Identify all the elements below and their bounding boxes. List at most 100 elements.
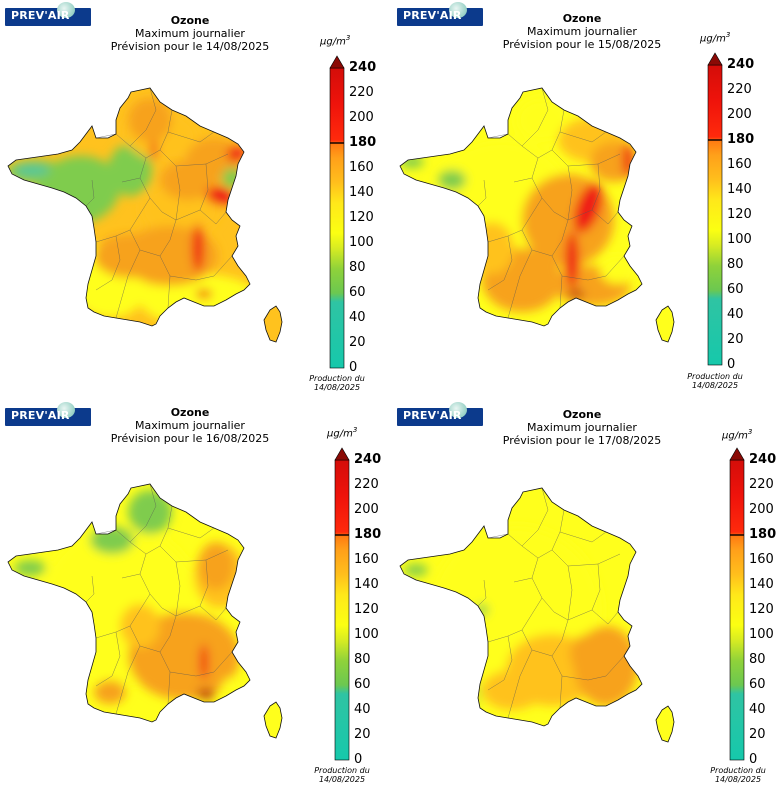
colorbar-gradient xyxy=(329,67,345,369)
region-border xyxy=(567,563,601,621)
panel-title: Ozone Maximum journalier Prévision pour … xyxy=(472,408,692,447)
ozone-area xyxy=(222,168,242,188)
region-border xyxy=(507,649,533,719)
colorbar xyxy=(707,52,723,366)
production-note: Production du 14/08/2025 xyxy=(314,766,370,784)
colorbar-tick-label: 40 xyxy=(349,310,366,325)
region-border xyxy=(521,487,549,547)
colorbar-gradient xyxy=(729,459,745,761)
colorbar-unit: µg/m3 xyxy=(327,426,358,440)
region-border xyxy=(537,509,565,559)
region-border xyxy=(487,533,539,583)
region-border xyxy=(521,87,549,147)
region-border xyxy=(487,133,539,183)
logo-text: PREV'AIR xyxy=(11,9,70,22)
colorbar-tick-label: 0 xyxy=(749,752,758,767)
prevair-logo: PREV'AIR xyxy=(397,402,483,426)
ozone-area xyxy=(128,490,172,534)
colorbar-tick-label: 160 xyxy=(349,160,374,175)
region-border xyxy=(559,131,607,143)
region-border xyxy=(199,605,227,621)
colorbar-extend-triangle xyxy=(329,55,345,69)
ozone-area xyxy=(128,98,172,142)
region-border xyxy=(551,549,621,567)
ozone-area xyxy=(568,290,584,298)
forecast-panel-4: PREV'AIR Ozone Maximum journalier Prévis… xyxy=(392,400,784,800)
colorbar-tick-label: 100 xyxy=(349,235,374,250)
colorbar-tick-label: 60 xyxy=(354,677,371,692)
ozone-area xyxy=(623,142,633,178)
region-border xyxy=(167,131,215,143)
region-border xyxy=(129,625,171,705)
colorbar-tick-label: 0 xyxy=(727,357,736,372)
region-border xyxy=(477,579,487,607)
ozone-area xyxy=(197,689,215,699)
region-border xyxy=(169,651,233,677)
prevair-logo: PREV'AIR xyxy=(5,402,91,426)
colorbar-tick-label: 180 xyxy=(354,527,382,542)
colorbar-tick-label: 140 xyxy=(354,577,379,592)
region-border xyxy=(551,149,621,167)
france-outline xyxy=(399,487,643,727)
colorbar-unit: µg/m3 xyxy=(320,34,351,48)
statistic-subtitle: Maximum journalier xyxy=(135,27,245,40)
ozone-area xyxy=(160,160,216,200)
colorbar-tick-label: 80 xyxy=(354,652,371,667)
france-outline xyxy=(7,483,251,723)
region-border xyxy=(477,179,487,207)
ozone-area xyxy=(600,256,636,284)
colorbar xyxy=(329,55,345,369)
colorbar-gradient xyxy=(334,459,350,761)
france-ozone-map xyxy=(7,87,283,343)
production-note: Production du 14/08/2025 xyxy=(710,766,766,784)
region-border xyxy=(145,505,173,555)
colorbar-tick-label: 140 xyxy=(749,577,774,592)
prevair-logo: PREV'AIR xyxy=(397,2,483,26)
colorbar-tick-label: 240 xyxy=(727,57,755,72)
statistic-subtitle: Maximum journalier xyxy=(527,25,637,38)
region-border xyxy=(115,645,141,715)
region-border xyxy=(129,483,157,543)
region-border xyxy=(531,577,569,621)
region-border xyxy=(561,655,625,681)
forecast-date: Prévision pour le 17/08/2025 xyxy=(502,434,662,447)
colorbar-tick-label: 180 xyxy=(727,132,755,147)
ozone-area xyxy=(94,234,166,278)
colorbar-tick-label: 60 xyxy=(749,677,766,692)
region-border xyxy=(531,177,569,221)
colorbar-unit: µg/m3 xyxy=(722,428,753,442)
ozone-area xyxy=(200,644,208,680)
france-outline xyxy=(399,87,643,327)
colorbar-tick-label: 120 xyxy=(727,207,752,222)
region-border xyxy=(487,635,513,691)
forecast-panel-3: PREV'AIR Ozone Maximum journalier Prévis… xyxy=(0,400,392,800)
colorbar-tick-label: 180 xyxy=(349,135,377,150)
region-borders xyxy=(85,483,233,715)
logo-text: PREV'AIR xyxy=(403,9,462,22)
colorbar-tick-label: 100 xyxy=(354,627,379,642)
colorbar-tick-label: 40 xyxy=(727,307,744,322)
colorbar-tick-label: 200 xyxy=(727,107,752,122)
ozone-area xyxy=(14,560,46,576)
ozone-area xyxy=(436,198,468,242)
region-border xyxy=(139,573,177,617)
ozone-area xyxy=(404,564,428,576)
colorbar-tick-label: 160 xyxy=(354,552,379,567)
logo-orb-icon xyxy=(449,2,467,18)
production-note: Production du 14/08/2025 xyxy=(309,374,365,392)
colorbar xyxy=(334,447,350,761)
region-border xyxy=(85,179,95,207)
colorbar-tick-label: 220 xyxy=(749,477,774,492)
colorbar-tick-label: 240 xyxy=(749,452,777,467)
colorbar-tick-label: 40 xyxy=(749,702,766,717)
region-borders xyxy=(85,87,233,319)
colorbar-tick-label: 80 xyxy=(727,257,744,272)
ozone-area xyxy=(573,183,603,233)
forecast-date: Prévision pour le 14/08/2025 xyxy=(110,40,270,53)
pollutant-title: Ozone xyxy=(562,408,602,421)
colorbar-tick-label: 220 xyxy=(727,82,752,97)
corsica-outline xyxy=(655,705,675,743)
region-border xyxy=(521,629,563,709)
ozone-area xyxy=(120,604,160,648)
ozone-area xyxy=(565,232,579,288)
